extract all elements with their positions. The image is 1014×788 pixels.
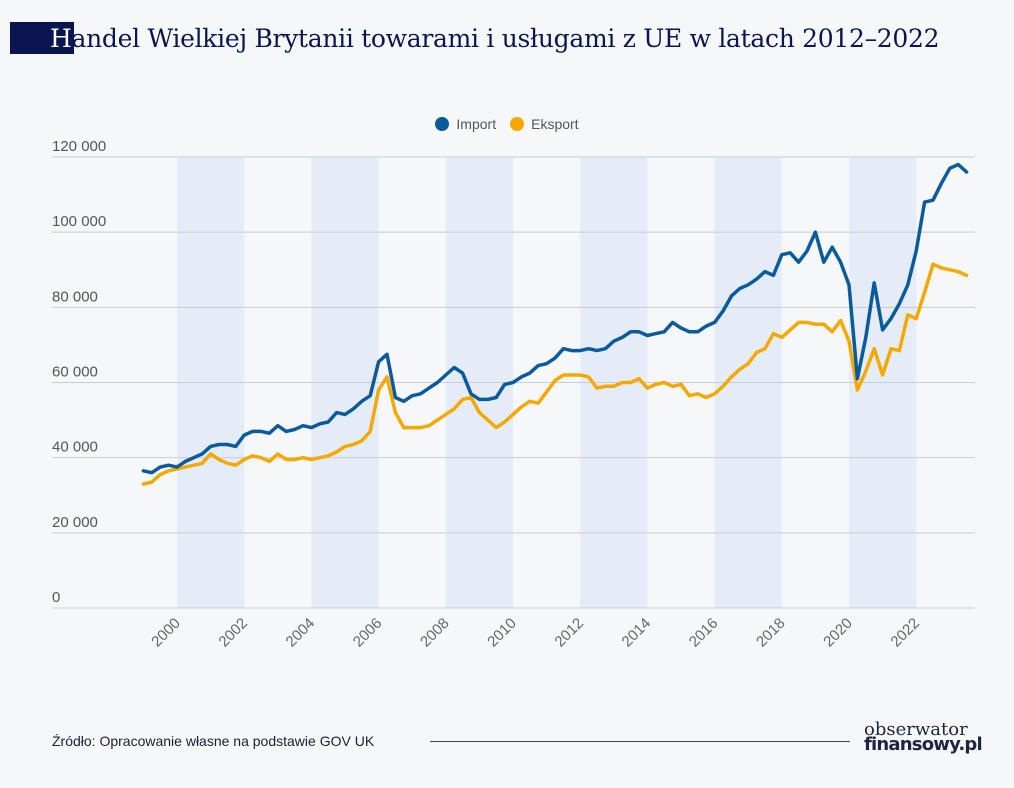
legend-swatch-eksport (510, 117, 525, 131)
legend-item-import[interactable]: Import (435, 116, 496, 132)
legend: Import Eksport (0, 116, 1014, 132)
series-line-eksport (141, 262, 969, 486)
title-text: andel Wielkiej Brytanii towarami i usług… (71, 23, 940, 53)
y-tick-label: 0 (52, 589, 60, 606)
y-tick-label: 80 000 (52, 288, 98, 305)
title-accent-block (10, 22, 74, 54)
legend-swatch-import (435, 117, 450, 131)
x-tick-label: 2014 (619, 615, 655, 651)
legend-item-eksport[interactable]: Eksport (510, 116, 579, 132)
x-tick-label: 2020 (820, 615, 856, 651)
y-tick-label: 100 000 (52, 213, 106, 230)
x-tick-label: 2010 (484, 615, 520, 651)
legend-label-eksport: Eksport (531, 116, 579, 132)
footer-divider (430, 741, 850, 742)
x-tick-label: 2018 (753, 615, 789, 651)
title-first-letter: H (50, 23, 72, 53)
chart-title: Handel Wielkiej Brytanii towarami i usłu… (10, 22, 940, 54)
series-line-import (141, 162, 969, 475)
source-note: Źródło: Opracowanie własne na podstawie … (52, 733, 375, 749)
y-tick-label: 60 000 (52, 364, 98, 381)
x-tick-label: 2012 (551, 615, 587, 651)
obserwator-finansowy-logo: obserwator finansowy.pl (864, 719, 983, 755)
y-tick-label: 20 000 (52, 514, 98, 531)
x-tick-label: 2022 (887, 615, 923, 651)
logo-line2: finansowy.pl (864, 734, 983, 755)
y-tick-label: 120 000 (52, 138, 106, 155)
y-tick-label: 40 000 (52, 439, 98, 456)
line-chart: 0 20 000 40 000 60 000 80 000 100 000 120 000 2… (52, 138, 975, 651)
x-tick-label: 2016 (686, 615, 722, 651)
x-tick-label: 2000 (148, 615, 184, 651)
x-tick-label: 2006 (350, 615, 386, 651)
x-tick-label: 2008 (417, 615, 453, 651)
logo-line1: obserwator (864, 719, 968, 740)
x-tick-label: 2004 (283, 615, 319, 651)
legend-label-import: Import (456, 116, 497, 132)
x-tick-label: 2002 (215, 615, 251, 651)
